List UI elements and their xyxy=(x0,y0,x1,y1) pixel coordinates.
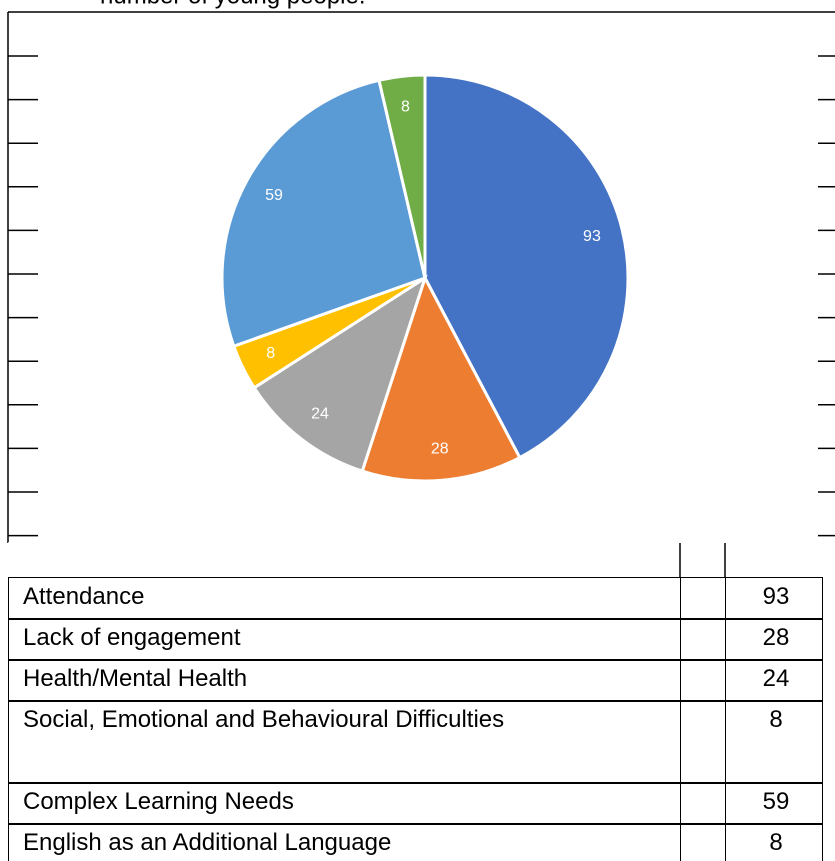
data-label: 24 xyxy=(311,405,329,422)
table-blank xyxy=(680,659,726,702)
pie-slice xyxy=(252,274,428,473)
table-value: 8 xyxy=(725,700,823,784)
data-label: 28 xyxy=(431,441,449,458)
table-label: English as an Additional Language xyxy=(8,823,681,861)
table-blank xyxy=(680,618,726,661)
table-value: 59 xyxy=(725,782,823,825)
data-label: 8 xyxy=(266,345,275,362)
table-value: 8 xyxy=(725,823,823,861)
pie-slice xyxy=(377,73,427,279)
chart-frame xyxy=(7,11,835,577)
pie-slice xyxy=(360,274,522,483)
data-label: 93 xyxy=(583,228,601,245)
pie-slice xyxy=(423,73,630,460)
table-label: Complex Learning Needs xyxy=(8,782,681,825)
table-blank xyxy=(680,782,726,825)
table-label: Health/Mental Health xyxy=(8,659,681,702)
table-value: 93 xyxy=(725,577,823,620)
table-value: 24 xyxy=(725,659,823,702)
table-blank xyxy=(680,577,726,620)
table-blank xyxy=(680,700,726,784)
table-label: Lack of engagement xyxy=(8,618,681,661)
margin-ticks xyxy=(8,55,835,537)
table-label: Social, Emotional and Behavioural Diffic… xyxy=(8,700,681,784)
caption: number of young people. xyxy=(100,0,366,9)
table-label: Attendance xyxy=(8,577,681,620)
table-value: 28 xyxy=(725,618,823,661)
pie-slice xyxy=(220,78,427,349)
table-blank xyxy=(680,823,726,861)
data-label: 59 xyxy=(265,187,283,204)
data-label: 8 xyxy=(401,98,410,115)
